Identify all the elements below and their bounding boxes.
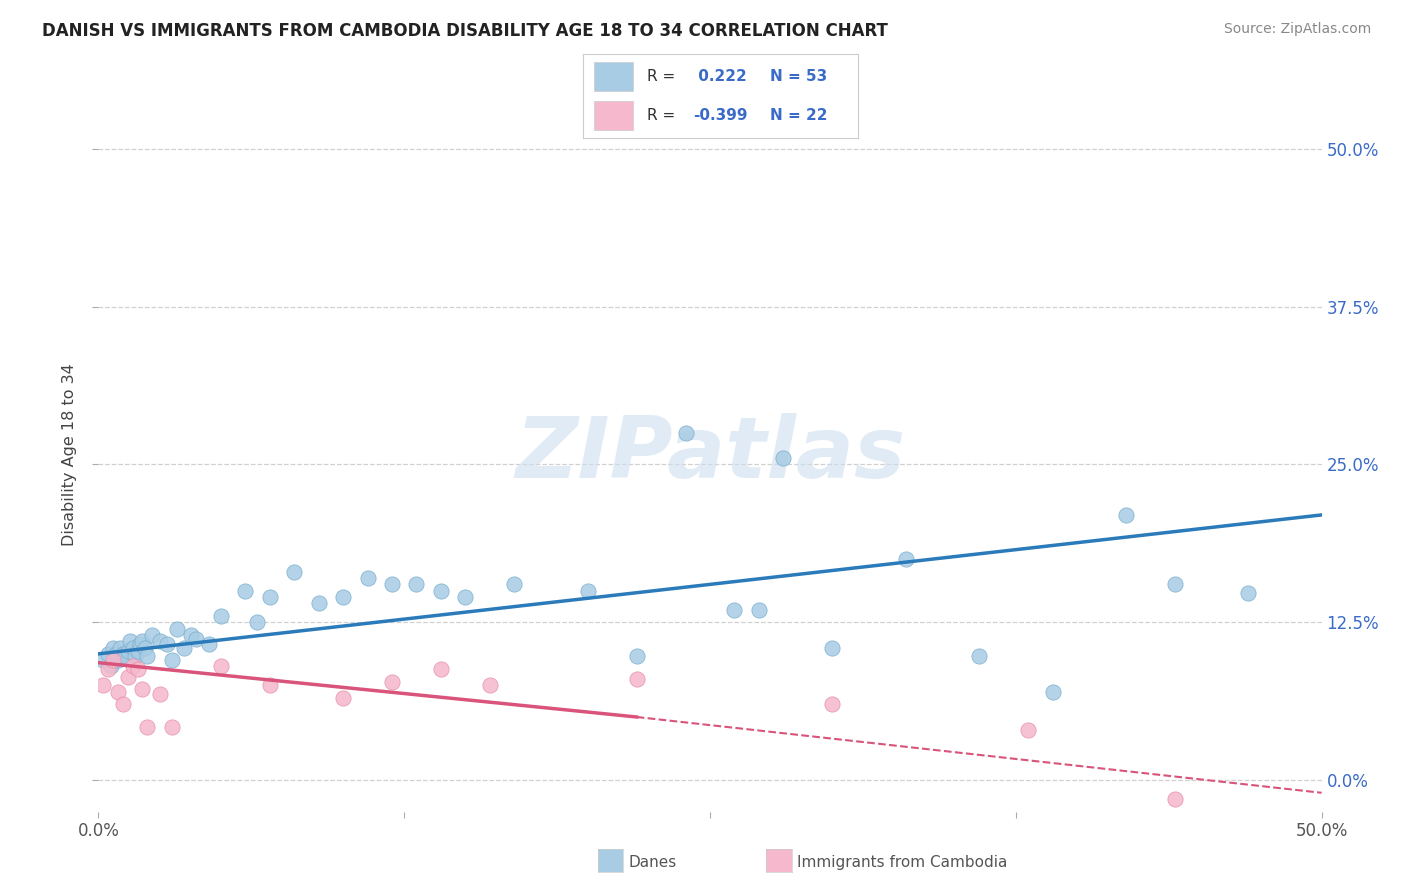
Point (114, 649, 136, 664)
Point (332, 691, 354, 706)
Point (821, 698, 844, 712)
Point (120, 634, 142, 648)
Point (1017, 723, 1039, 737)
Point (454, 590, 477, 604)
Point (821, 640, 844, 655)
Point (748, 602, 770, 616)
Point (131, 682, 153, 697)
Point (675, 425, 697, 440)
Point (166, 622, 188, 636)
Point (101, 640, 124, 655)
Point (503, 577, 526, 591)
Text: R =: R = (647, 108, 675, 123)
Point (197, 637, 219, 651)
Point (111, 647, 134, 661)
Point (259, 590, 281, 604)
Point (1042, 684, 1064, 698)
Point (430, 583, 453, 598)
Point (127, 644, 149, 658)
Point (283, 565, 305, 579)
Point (332, 590, 354, 604)
Point (356, 571, 378, 585)
Point (259, 678, 281, 692)
Point (246, 615, 269, 630)
Point (136, 649, 159, 664)
Point (97, 647, 120, 661)
Point (967, 649, 990, 664)
Point (772, 451, 794, 466)
Point (381, 577, 404, 591)
Point (111, 698, 134, 712)
Text: Danes: Danes (628, 855, 676, 870)
Point (100, 659, 122, 673)
Point (1115, 508, 1137, 522)
Point (209, 659, 232, 673)
Point (124, 649, 146, 664)
Point (209, 609, 232, 624)
Point (233, 583, 256, 598)
Point (160, 720, 183, 734)
Point (1164, 577, 1187, 591)
Point (117, 644, 139, 658)
Point (173, 640, 195, 655)
Text: -0.399: -0.399 (693, 108, 748, 123)
Point (186, 632, 208, 646)
Point (381, 674, 404, 689)
Point (149, 634, 172, 648)
Point (136, 720, 159, 734)
Point (626, 672, 648, 686)
Point (110, 640, 132, 655)
Point (91, 653, 114, 667)
Point (430, 662, 453, 676)
Point (129, 637, 152, 651)
Point (160, 653, 183, 667)
Point (104, 647, 127, 661)
Point (894, 552, 917, 566)
Point (149, 687, 172, 701)
Point (1164, 792, 1187, 806)
Point (131, 634, 153, 648)
Point (121, 640, 143, 655)
Text: Source: ZipAtlas.com: Source: ZipAtlas.com (1223, 22, 1371, 37)
FancyBboxPatch shape (595, 101, 633, 130)
Text: ZIPatlas: ZIPatlas (515, 413, 905, 497)
Text: R =: R = (647, 69, 675, 84)
Point (127, 662, 149, 676)
Point (121, 659, 143, 673)
Point (478, 678, 501, 692)
Text: DANISH VS IMMIGRANTS FROM CAMBODIA DISABILITY AGE 18 TO 34 CORRELATION CHART: DANISH VS IMMIGRANTS FROM CAMBODIA DISAB… (42, 22, 889, 40)
Point (97, 662, 120, 676)
Point (117, 669, 139, 683)
FancyBboxPatch shape (595, 62, 633, 91)
Point (107, 653, 129, 667)
Y-axis label: Disability Age 18 to 34: Disability Age 18 to 34 (62, 364, 77, 546)
Point (1237, 586, 1260, 600)
Text: Immigrants from Cambodia: Immigrants from Cambodia (797, 855, 1008, 870)
Point (576, 583, 599, 598)
Point (405, 577, 427, 591)
Point (134, 640, 156, 655)
Point (91, 678, 114, 692)
Text: N = 53: N = 53 (770, 69, 827, 84)
Point (101, 653, 124, 667)
Point (141, 628, 163, 642)
Point (156, 637, 179, 651)
Text: 0.222: 0.222 (693, 69, 747, 84)
Point (308, 596, 330, 610)
Point (180, 628, 202, 642)
Point (107, 684, 129, 698)
Point (723, 602, 745, 616)
Text: N = 22: N = 22 (770, 108, 827, 123)
Point (626, 649, 648, 664)
